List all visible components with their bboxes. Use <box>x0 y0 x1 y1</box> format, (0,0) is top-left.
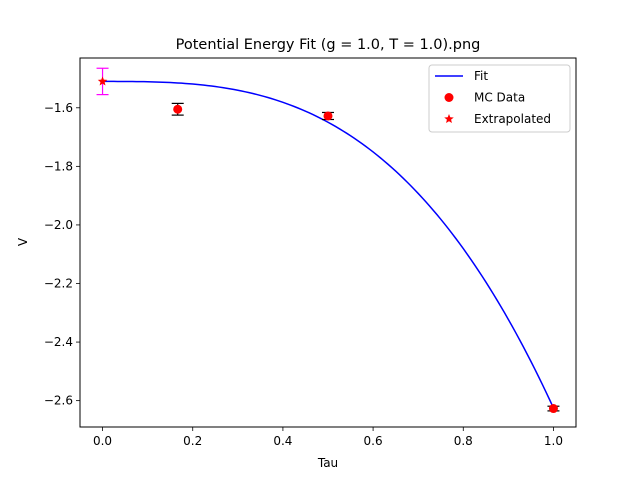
legend: Fit MC Data Extrapolated <box>428 64 571 133</box>
y-tick-label: −1.6 <box>44 101 73 115</box>
legend-label: Extrapolated <box>474 112 551 126</box>
circle-marker <box>323 111 333 121</box>
legend-entry: Extrapolated <box>444 112 551 126</box>
y-tick-label: −2.4 <box>44 335 73 349</box>
circle-marker <box>173 104 183 114</box>
x-axis: 0.0 0.2 0.4 0.6 0.8 1.0 <box>93 427 563 448</box>
x-tick-label: 0.2 <box>183 434 202 448</box>
y-axis-label: V <box>16 237 30 246</box>
star-marker <box>97 76 108 86</box>
y-tick-label: −2.6 <box>44 394 73 408</box>
plot-area-frame <box>79 57 577 428</box>
mc-data-point <box>171 102 184 116</box>
fit-line <box>102 80 555 409</box>
y-axis: −1.6 −1.8 −2.0 −2.2 −2.4 −2.6 <box>44 101 80 408</box>
legend-entry: Fit <box>435 69 488 83</box>
chart-title: Potential Energy Fit (g = 1.0, T = 1.0).… <box>176 37 481 53</box>
mc-data-point <box>547 404 560 414</box>
legend-box <box>428 64 571 133</box>
plot-content <box>96 67 560 414</box>
x-axis-label: Tau <box>317 456 338 470</box>
extrapolated-point <box>96 67 109 96</box>
y-tick-label: −2.2 <box>44 277 73 291</box>
legend-label: Fit <box>474 69 488 83</box>
x-tick-label: 0.4 <box>273 434 292 448</box>
x-tick-label: 0.6 <box>364 434 383 448</box>
mc-data-point <box>322 111 334 121</box>
circle-marker <box>548 404 558 414</box>
x-tick-label: 0.8 <box>454 434 473 448</box>
x-tick-label: 0.0 <box>93 434 112 448</box>
legend-entry: MC Data <box>444 91 525 105</box>
legend-circle-swatch <box>444 93 454 102</box>
y-tick-label: −2.0 <box>44 218 73 232</box>
legend-star-swatch <box>444 114 454 124</box>
x-tick-label: 1.0 <box>544 434 563 448</box>
y-tick-label: −1.8 <box>44 159 73 173</box>
legend-label: MC Data <box>474 91 525 105</box>
